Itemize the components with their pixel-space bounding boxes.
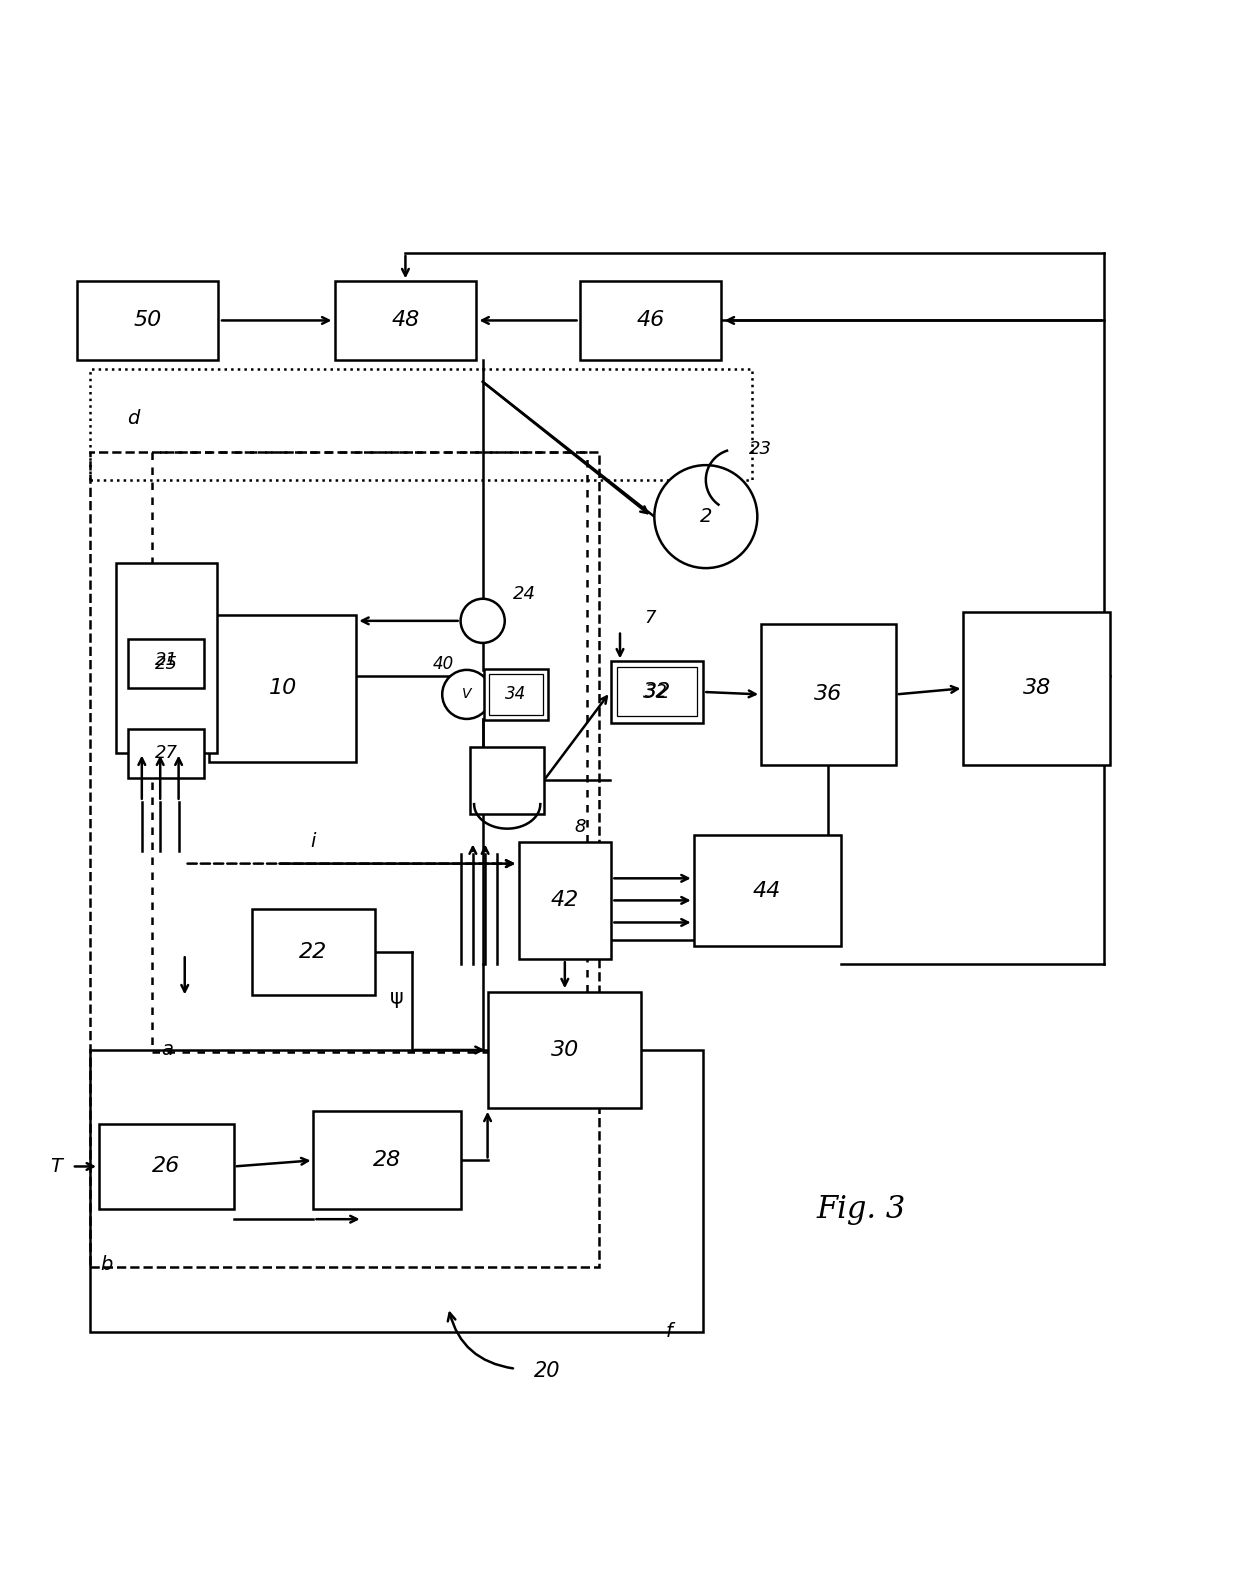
- Bar: [761, 624, 895, 766]
- Text: 34: 34: [505, 685, 527, 704]
- Text: 7: 7: [645, 609, 656, 628]
- Text: V: V: [463, 688, 471, 702]
- Bar: [611, 661, 703, 723]
- Text: 23: 23: [749, 441, 771, 458]
- Text: T: T: [50, 1157, 62, 1176]
- Bar: [618, 667, 697, 716]
- Bar: [128, 639, 205, 688]
- Bar: [484, 669, 548, 720]
- Bar: [314, 1111, 460, 1209]
- Text: 26: 26: [153, 1157, 181, 1176]
- Bar: [91, 1049, 703, 1331]
- Text: 8: 8: [574, 818, 587, 835]
- Text: 30: 30: [551, 1040, 579, 1060]
- Bar: [489, 674, 543, 715]
- Text: ψ: ψ: [389, 989, 404, 1008]
- Text: 44: 44: [753, 881, 781, 900]
- Text: 36: 36: [815, 685, 842, 704]
- Bar: [489, 992, 641, 1108]
- Bar: [128, 729, 205, 778]
- Text: a: a: [161, 1040, 174, 1059]
- Bar: [518, 842, 611, 959]
- Text: b: b: [100, 1255, 113, 1274]
- Bar: [335, 281, 476, 360]
- Bar: [151, 452, 587, 1052]
- Text: 46: 46: [636, 311, 665, 330]
- Text: 2: 2: [699, 507, 712, 526]
- Text: 50: 50: [134, 311, 162, 330]
- Text: 32: 32: [642, 682, 671, 702]
- Text: 25: 25: [155, 655, 177, 672]
- Circle shape: [655, 464, 758, 567]
- Text: f: f: [666, 1322, 673, 1341]
- Text: 22: 22: [299, 941, 327, 962]
- Bar: [117, 563, 217, 753]
- Text: 42: 42: [551, 891, 579, 910]
- Text: 21: 21: [155, 651, 177, 669]
- Circle shape: [460, 599, 505, 644]
- Text: 27: 27: [155, 745, 177, 762]
- Text: 32: 32: [645, 683, 668, 701]
- Bar: [91, 369, 753, 480]
- Text: 20: 20: [534, 1362, 560, 1381]
- Bar: [91, 452, 599, 1266]
- Text: 40: 40: [433, 655, 454, 672]
- Text: Fig. 3: Fig. 3: [816, 1194, 905, 1225]
- Text: 24: 24: [513, 585, 537, 602]
- Text: 28: 28: [373, 1151, 402, 1170]
- Bar: [77, 281, 218, 360]
- Bar: [210, 615, 356, 762]
- Bar: [963, 612, 1111, 766]
- Bar: [99, 1124, 234, 1209]
- Bar: [693, 835, 841, 946]
- Bar: [470, 747, 544, 815]
- Text: 10: 10: [269, 678, 296, 699]
- Text: 38: 38: [1023, 678, 1052, 699]
- Text: i: i: [311, 832, 316, 851]
- Bar: [580, 281, 722, 360]
- Circle shape: [443, 670, 491, 720]
- Bar: [252, 908, 374, 995]
- Text: d: d: [126, 409, 139, 428]
- Text: 48: 48: [392, 311, 419, 330]
